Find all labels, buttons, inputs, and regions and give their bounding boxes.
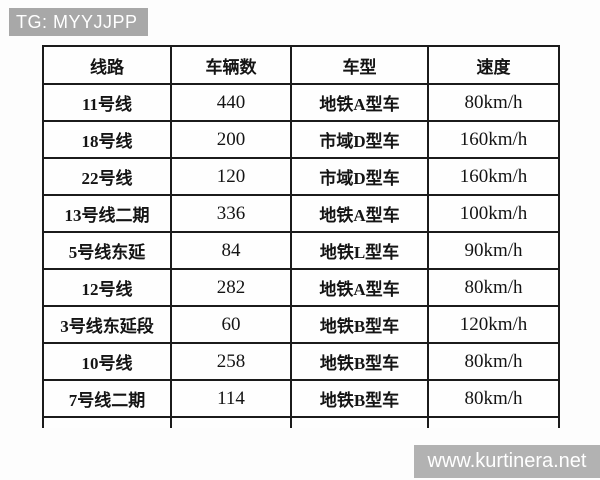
table-row: 7号线二期 114 地铁B型车 80km/h [42, 379, 560, 418]
cell-vehicle-type: 市域D型车 [290, 157, 429, 196]
column-header-vehicle-count: 车辆数 [170, 45, 292, 85]
watermark-website: www.kurtinera.net [414, 445, 600, 478]
cell-line-name: 3号线东延段 [42, 305, 172, 344]
watermark-telegram: TG: MYYJJPP [9, 8, 148, 36]
cell-speed: 100km/h [427, 194, 560, 233]
table-row: 3号线东延段 60 地铁B型车 120km/h [42, 305, 560, 344]
cell-line-name: 12号线 [42, 268, 172, 307]
cell-empty [290, 416, 429, 428]
cell-speed: 160km/h [427, 120, 560, 159]
metro-lines-table: 线路 车辆数 车型 速度 11号线 440 地铁A型车 80km/h 18号线 … [42, 45, 560, 428]
cell-vehicle-type: 地铁A型车 [290, 268, 429, 307]
cell-vehicle-type: 地铁B型车 [290, 379, 429, 418]
table-row: 13号线二期 336 地铁A型车 100km/h [42, 194, 560, 233]
cell-vehicle-type: 地铁B型车 [290, 342, 429, 381]
cell-vehicle-count: 258 [170, 342, 292, 381]
cell-vehicle-type: 市域D型车 [290, 120, 429, 159]
cell-vehicle-count: 114 [170, 379, 292, 418]
table-row: 5号线东延 84 地铁L型车 90km/h [42, 231, 560, 270]
cell-line-name: 7号线二期 [42, 379, 172, 418]
cell-vehicle-count: 60 [170, 305, 292, 344]
table-row-partial [42, 416, 560, 428]
table-row: 10号线 258 地铁B型车 80km/h [42, 342, 560, 381]
cell-line-name: 22号线 [42, 157, 172, 196]
table-row: 22号线 120 市域D型车 160km/h [42, 157, 560, 196]
cell-vehicle-type: 地铁L型车 [290, 231, 429, 270]
column-header-vehicle-type: 车型 [290, 45, 429, 85]
cell-empty [427, 416, 560, 428]
cell-vehicle-count: 282 [170, 268, 292, 307]
cell-line-name: 11号线 [42, 83, 172, 122]
cell-vehicle-count: 120 [170, 157, 292, 196]
cell-vehicle-count: 440 [170, 83, 292, 122]
cell-vehicle-count: 84 [170, 231, 292, 270]
cell-speed: 80km/h [427, 379, 560, 418]
cell-speed: 80km/h [427, 268, 560, 307]
table-row: 18号线 200 市域D型车 160km/h [42, 120, 560, 159]
cell-vehicle-type: 地铁A型车 [290, 194, 429, 233]
cell-vehicle-type: 地铁B型车 [290, 305, 429, 344]
cell-vehicle-type: 地铁A型车 [290, 83, 429, 122]
header-row: 线路 车辆数 车型 速度 [42, 45, 560, 85]
column-header-speed: 速度 [427, 45, 560, 85]
table-row: 11号线 440 地铁A型车 80km/h [42, 83, 560, 122]
cell-speed: 80km/h [427, 342, 560, 381]
cell-vehicle-count: 336 [170, 194, 292, 233]
cell-speed: 80km/h [427, 83, 560, 122]
cell-line-name: 10号线 [42, 342, 172, 381]
column-header-line: 线路 [42, 45, 172, 85]
cell-vehicle-count: 200 [170, 120, 292, 159]
cell-speed: 160km/h [427, 157, 560, 196]
cell-empty [42, 416, 172, 428]
cell-speed: 90km/h [427, 231, 560, 270]
cell-empty [170, 416, 292, 428]
cell-line-name: 13号线二期 [42, 194, 172, 233]
cell-speed: 120km/h [427, 305, 560, 344]
cell-line-name: 5号线东延 [42, 231, 172, 270]
cell-line-name: 18号线 [42, 120, 172, 159]
table-row: 12号线 282 地铁A型车 80km/h [42, 268, 560, 307]
